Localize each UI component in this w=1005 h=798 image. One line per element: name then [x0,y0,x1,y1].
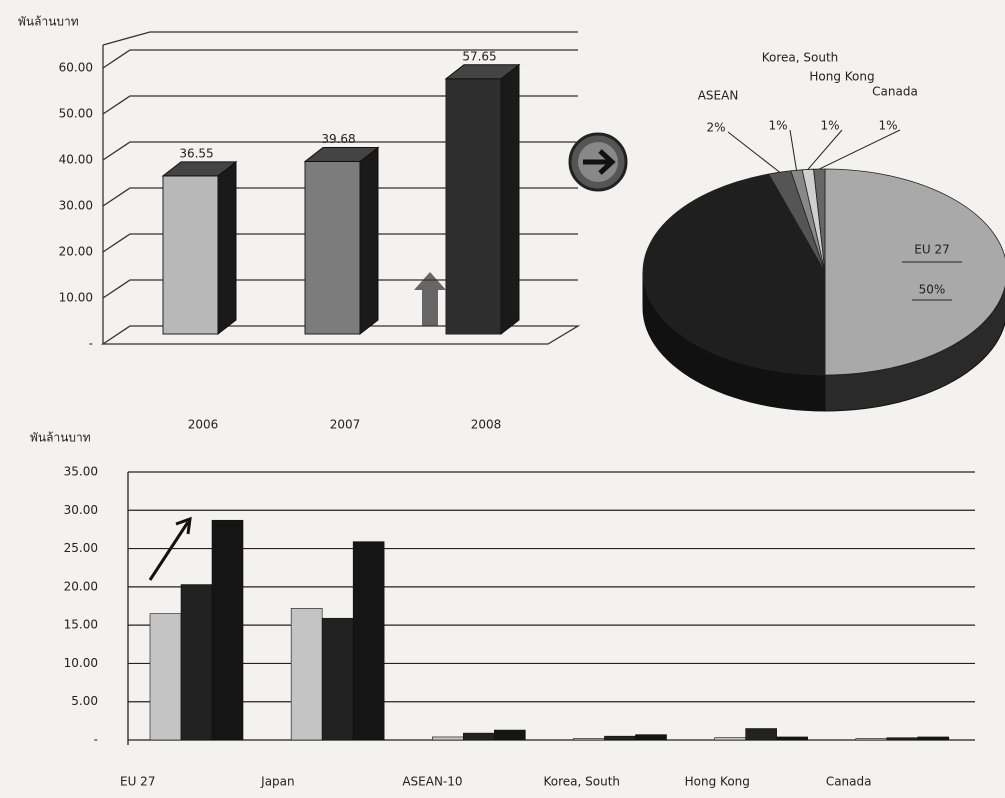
grid-line [102,187,578,207]
category-label: Korea, South [762,51,839,65]
y-tick-label: 10.00 [64,656,98,670]
slice [824,168,1005,376]
bar [162,175,219,335]
x-tick-label: Canada [826,775,872,789]
grid-line [102,95,578,115]
y-axis-label: พันล้านบาท [18,15,79,29]
grid-line [102,279,578,299]
back-wall-top [102,31,578,46]
bar [855,738,888,741]
value-label: 50% [919,283,946,297]
grid-line [102,49,578,69]
category-label: EU 27 [914,243,949,257]
decoration [148,132,628,581]
bar [149,613,182,741]
bar [714,737,746,741]
x-tick-label: Japan [260,775,294,789]
bar-side [359,146,379,336]
value-label: 36.55 [179,146,213,160]
bar [886,737,919,741]
leader-line [819,129,901,170]
category-label: Canada [872,85,918,99]
bar [432,736,464,741]
y-tick-label: 15.00 [64,618,98,632]
bar [494,729,526,741]
value-label: 57.65 [462,49,496,63]
y-tick-label: 30.00 [64,503,98,517]
category-label: Hong Kong [809,70,874,84]
x-tick-label: 2006 [188,418,219,432]
leader-line [807,129,843,170]
x-tick-label: 2007 [330,418,361,432]
x-tick-label: ASEAN-10 [402,775,462,789]
bar-top [161,161,238,177]
bar [445,78,502,335]
bar [180,584,213,741]
y-tick-label: 35.00 [64,465,98,479]
bar [604,735,636,741]
x-tick-label: 2008 [471,418,502,432]
x-tick-label: EU 27 [120,775,155,789]
x-tick-label: Korea, South [544,775,621,789]
grid-line [102,141,578,161]
slice [813,168,826,273]
bar [352,541,385,741]
value-label: 2% [706,121,725,135]
y-tick-label: 30.00 [59,199,93,213]
value-label: 39.68 [321,132,355,146]
bar [745,728,777,741]
bar [304,160,361,335]
bar [290,607,323,741]
floor [100,325,581,345]
y-axis-label: พันล้านบาท [30,431,91,445]
bar-side [500,63,520,336]
y-tick-label: - [94,733,98,747]
bar [573,738,605,741]
bar [635,734,667,741]
value-label: 1% [878,119,897,133]
y-tick-label: 5.00 [71,694,98,708]
y-tick-label: 60.00 [59,61,93,75]
value-label: 1% [820,119,839,133]
y-tick-label: 20.00 [64,579,98,593]
bar [463,732,495,741]
y-tick-label: - [89,337,93,351]
x-tick-label: Hong Kong [685,775,750,789]
bar [211,519,244,741]
bar-top [444,64,521,80]
bar-top [303,146,380,162]
category-label: ASEAN [698,89,739,103]
bar [321,617,354,741]
bar-side [217,160,237,336]
value-label: 1% [768,119,787,133]
leader-line [727,131,781,173]
bar [917,736,950,741]
y-tick-label: 25.00 [64,541,98,555]
slice [642,173,826,376]
y-tick-label: 40.00 [59,153,93,167]
grid-line [102,233,578,253]
bar [776,736,808,741]
y-tick-label: 20.00 [59,245,93,259]
y-tick-label: 50.00 [59,107,93,121]
leader-line [789,129,798,171]
y-tick-label: 10.00 [59,291,93,305]
